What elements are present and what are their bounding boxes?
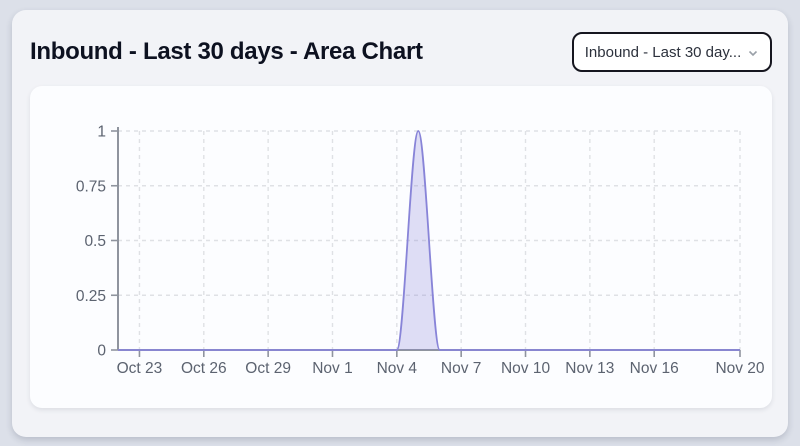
y-tick-label: 0.5 (84, 233, 106, 250)
page-title: Inbound - Last 30 days - Area Chart (30, 37, 423, 65)
chart-select[interactable]: Inbound - Last 30 day... (572, 32, 772, 72)
x-tick-label: Nov 4 (377, 360, 418, 377)
header-row: Inbound - Last 30 days - Area Chart Inbo… (12, 10, 788, 76)
area-chart-canvas[interactable]: 0 0.25 0.5 0.75 1 Oct 23 Oct 26 Oct 29 Nov 1 Nov … (30, 86, 772, 408)
x-tick-label: Nov 13 (565, 360, 614, 377)
area-series-line (118, 130, 740, 351)
x-tick-label: Oct 26 (181, 360, 227, 377)
x-tick-label: Oct 29 (245, 360, 291, 377)
dashboard-card: Inbound - Last 30 days - Area Chart Inbo… (12, 10, 788, 437)
chart-card: 0 0.25 0.5 0.75 1 Oct 23 Oct 26 Oct 29 Nov 1 Nov … (30, 86, 772, 408)
x-tick-label: Nov 7 (441, 360, 482, 377)
y-tick-label: 1 (97, 124, 106, 141)
chevron-down-icon (747, 47, 759, 59)
x-tick-label: Nov 10 (501, 360, 550, 377)
y-tick-label: 0.25 (76, 288, 106, 305)
x-tick-label: Nov 16 (630, 360, 679, 377)
y-tick-label: 0 (97, 343, 106, 360)
y-tick-label: 0.75 (76, 178, 106, 195)
chart-select-value: Inbound - Last 30 day... (584, 43, 742, 61)
x-tick-label: Oct 23 (117, 360, 163, 377)
x-tick-label: Nov 1 (312, 360, 353, 377)
x-tick-label: Nov 20 (715, 360, 764, 377)
